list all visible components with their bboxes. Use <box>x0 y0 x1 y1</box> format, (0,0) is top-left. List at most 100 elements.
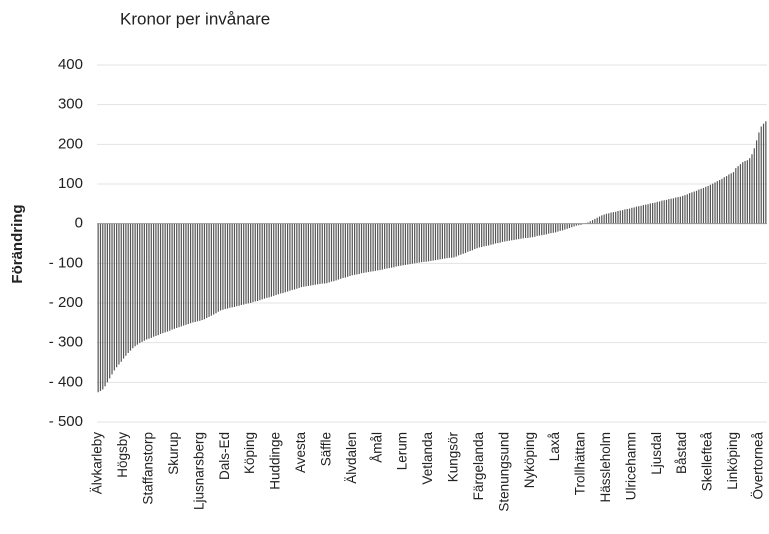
bar <box>118 223 120 365</box>
bar <box>166 223 169 332</box>
bar <box>689 193 691 224</box>
bar <box>649 203 651 224</box>
bar <box>481 223 483 248</box>
bar <box>384 223 386 269</box>
bar <box>208 223 210 317</box>
bar <box>356 223 358 275</box>
bar <box>527 223 529 238</box>
bar <box>693 191 695 224</box>
bar <box>427 223 430 262</box>
y-tick-label: 200 <box>58 135 83 152</box>
bar <box>677 197 679 224</box>
bar <box>488 223 490 246</box>
bar <box>183 223 185 326</box>
bar <box>146 223 148 340</box>
bar <box>404 223 407 265</box>
bar <box>416 223 418 263</box>
bar <box>735 168 737 224</box>
bar <box>457 223 460 256</box>
bar <box>564 223 566 230</box>
bar <box>460 223 462 255</box>
bar <box>455 223 457 257</box>
bar <box>730 173 732 224</box>
bar <box>240 223 242 305</box>
bar <box>501 223 504 242</box>
bar <box>760 126 762 224</box>
bar <box>471 223 474 251</box>
bar <box>645 204 647 224</box>
x-tick-label: Vetlanda <box>420 432 435 485</box>
bar <box>705 186 707 224</box>
x-tick-label: Avesta <box>293 432 308 474</box>
bar <box>337 223 340 280</box>
bar <box>494 223 497 244</box>
bar <box>122 223 125 359</box>
bar <box>478 223 480 248</box>
bar <box>342 223 344 279</box>
bar <box>155 223 157 336</box>
y-tick-label: - 300 <box>49 334 83 351</box>
bar <box>571 223 573 228</box>
bar <box>220 223 222 311</box>
y-tick-label: 100 <box>58 175 83 192</box>
bar <box>129 223 132 351</box>
bar <box>280 223 282 294</box>
bar <box>312 223 314 286</box>
y-tick-label: - 500 <box>49 413 83 430</box>
x-tick-label: Högsby <box>115 432 130 478</box>
x-tick-label: Linköping <box>725 432 740 490</box>
bar <box>737 166 739 224</box>
bar <box>102 223 104 390</box>
bar <box>414 223 416 264</box>
bar <box>243 223 245 305</box>
bar <box>169 223 171 331</box>
bar <box>732 172 735 224</box>
bar <box>462 223 464 254</box>
bar <box>409 223 411 265</box>
y-tick-label: - 100 <box>49 254 83 271</box>
bar <box>215 223 217 314</box>
bar <box>670 198 672 224</box>
y-tick-label: 300 <box>58 96 83 113</box>
bar <box>684 195 686 224</box>
bar <box>379 223 381 271</box>
bar <box>323 223 326 284</box>
bar <box>418 223 420 263</box>
bar <box>541 223 543 236</box>
bar <box>762 123 765 224</box>
bar <box>238 223 240 306</box>
bar <box>173 223 175 329</box>
bar <box>354 223 356 275</box>
bar <box>245 223 247 304</box>
bar <box>552 223 554 233</box>
bar <box>622 210 624 224</box>
bar <box>464 223 467 254</box>
bar <box>423 223 425 262</box>
bar <box>536 223 538 236</box>
bar <box>531 223 534 238</box>
bar <box>116 223 118 368</box>
bar <box>134 223 136 347</box>
bar <box>372 223 374 272</box>
bar <box>213 223 215 315</box>
bar <box>633 207 635 224</box>
bar <box>307 223 309 286</box>
bar <box>652 203 654 224</box>
bar <box>668 199 670 224</box>
bar <box>284 223 286 293</box>
bar <box>679 196 681 224</box>
bar <box>159 223 162 334</box>
bar <box>363 223 365 273</box>
bar <box>739 164 742 224</box>
bar <box>430 223 432 261</box>
bar <box>282 223 284 294</box>
bar <box>589 221 591 224</box>
x-tick-label: Säffle <box>318 432 333 466</box>
bar <box>259 223 261 301</box>
bar <box>605 213 608 224</box>
x-tick-label: Skurup <box>166 432 181 475</box>
bar <box>199 223 201 321</box>
bar <box>148 223 150 339</box>
bar <box>467 223 469 252</box>
bar <box>753 148 755 224</box>
